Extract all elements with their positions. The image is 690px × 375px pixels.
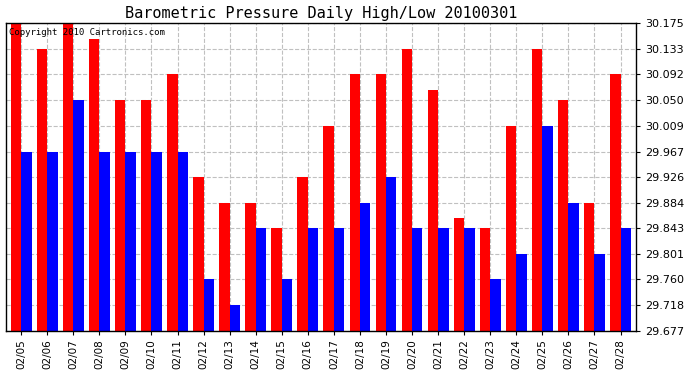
Bar xyxy=(542,126,553,330)
Bar xyxy=(308,228,318,330)
Bar xyxy=(610,74,620,330)
Bar xyxy=(37,49,47,330)
Bar xyxy=(516,254,526,330)
Bar xyxy=(297,177,308,330)
Bar xyxy=(245,203,256,330)
Bar xyxy=(350,74,360,330)
Bar xyxy=(438,228,449,330)
Bar xyxy=(126,152,136,330)
Bar xyxy=(386,177,397,330)
Bar xyxy=(532,49,542,330)
Bar xyxy=(11,23,21,330)
Bar xyxy=(620,228,631,330)
Bar xyxy=(47,152,58,330)
Bar xyxy=(204,279,214,330)
Bar xyxy=(63,23,73,330)
Bar xyxy=(428,90,438,330)
Bar xyxy=(375,74,386,330)
Bar xyxy=(324,126,334,330)
Bar xyxy=(464,228,475,330)
Bar xyxy=(282,279,292,330)
Bar xyxy=(480,228,490,330)
Bar xyxy=(177,152,188,330)
Bar xyxy=(490,279,501,330)
Bar xyxy=(152,152,162,330)
Bar xyxy=(73,100,83,330)
Bar xyxy=(99,152,110,330)
Bar xyxy=(89,39,99,330)
Text: Copyright 2010 Cartronics.com: Copyright 2010 Cartronics.com xyxy=(9,28,165,37)
Bar xyxy=(193,177,204,330)
Bar xyxy=(402,49,412,330)
Bar xyxy=(412,228,422,330)
Bar xyxy=(271,228,282,330)
Bar xyxy=(360,203,371,330)
Bar xyxy=(21,152,32,330)
Bar xyxy=(219,203,230,330)
Bar xyxy=(558,100,569,330)
Bar xyxy=(334,228,344,330)
Bar xyxy=(115,100,126,330)
Bar xyxy=(506,126,516,330)
Bar xyxy=(167,74,177,330)
Bar xyxy=(256,228,266,330)
Bar xyxy=(584,203,595,330)
Bar xyxy=(454,217,464,330)
Bar xyxy=(230,305,240,330)
Title: Barometric Pressure Daily High/Low 20100301: Barometric Pressure Daily High/Low 20100… xyxy=(125,6,517,21)
Bar xyxy=(595,254,605,330)
Bar xyxy=(569,203,579,330)
Bar xyxy=(141,100,152,330)
